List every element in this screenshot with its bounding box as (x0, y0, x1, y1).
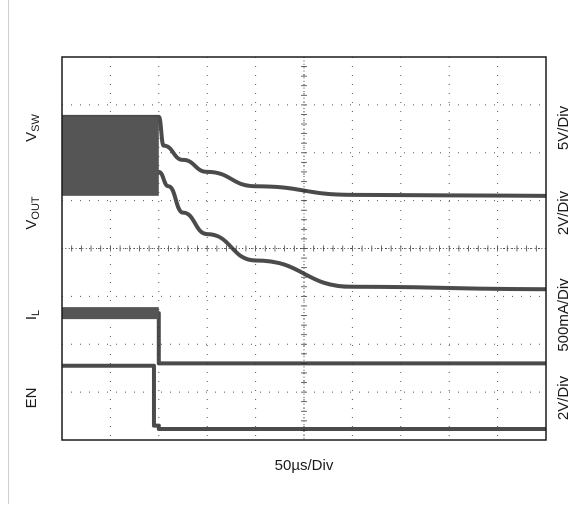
x-axis-label: 50µs/Div (275, 457, 334, 474)
figure-frame (8, 0, 583, 504)
trace-en (62, 363, 546, 431)
channel-scale-il: 500mA/Div (555, 278, 572, 352)
trace-v-sw-switching-band (62, 116, 159, 196)
channel-name-main: V (23, 220, 40, 230)
channel-name-main: I (23, 316, 40, 320)
channel-name-il: IL (23, 310, 42, 320)
trace-v-out (62, 169, 547, 292)
trace-v-sw (62, 114, 547, 198)
trace-i-l-ripple-band (62, 307, 159, 320)
channel-name-subscript: OUT (30, 196, 42, 220)
channel-scale-vsw: 5V/Div (555, 105, 572, 150)
channel-name-en: EN (23, 388, 40, 409)
channel-scale-vout: 2V/Div (555, 190, 572, 235)
channel-name-vsw: VSW (23, 114, 42, 142)
channel-name-main: EN (23, 388, 40, 409)
plot-border (61, 56, 547, 441)
channel-scale-en: 2V/Div (555, 375, 572, 420)
channel-name-subscript: L (30, 310, 42, 316)
channel-name-main: V (23, 132, 40, 142)
channel-name-subscript: SW (30, 114, 42, 132)
channel-name-vout: VOUT (23, 196, 42, 230)
traces (62, 114, 547, 431)
